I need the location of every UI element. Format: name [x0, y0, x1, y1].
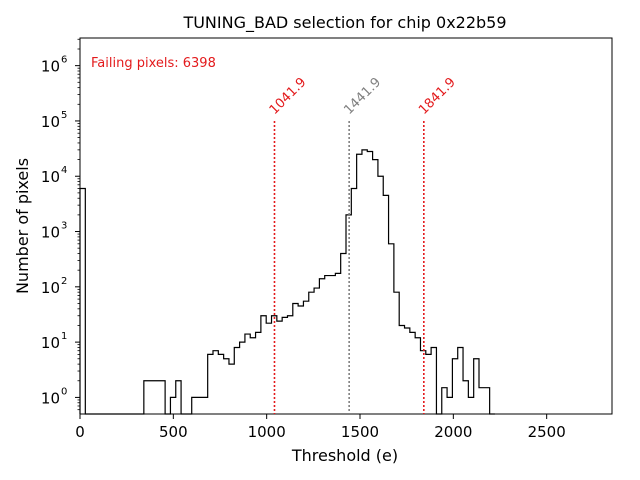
y-tick-exponent-3: 3 [61, 221, 67, 232]
histogram-outline [79, 149, 495, 415]
failing-pixels-annotation: Failing pixels: 6398 [91, 56, 216, 71]
y-tick-label-1: 10 [41, 334, 60, 352]
x-axis: 0 500 1000 1500 2000 2500 [75, 414, 566, 441]
threshold-label-1: 1441.9 [341, 75, 384, 118]
y-tick-label-5: 10 [41, 113, 60, 131]
y-tick-label-0: 10 [41, 389, 60, 407]
y-tick-exponent-6: 6 [61, 55, 67, 66]
threshold-label-2: 1841.9 [416, 75, 459, 118]
x-tick-label-3: 1500 [341, 423, 379, 441]
x-tick-label-2: 1000 [248, 423, 286, 441]
histogram-layer [79, 149, 495, 415]
y-tick-exponent-2: 2 [61, 276, 67, 287]
y-tick-exponent-1: 1 [61, 331, 67, 342]
y-axis-label: Number of pixels [13, 158, 32, 294]
x-tick-label-1: 500 [159, 423, 188, 441]
y-tick-label-3: 10 [41, 224, 60, 242]
y-tick-label-4: 10 [41, 168, 60, 186]
y-tick-label-6: 10 [41, 58, 60, 76]
x-tick-label-4: 2000 [434, 423, 472, 441]
threshold-lines: 1041.9 1441.9 1841.9 [267, 75, 459, 414]
x-tick-label-0: 0 [75, 423, 85, 441]
y-tick-exponent-4: 4 [61, 165, 67, 176]
y-tick-label-2: 10 [41, 279, 60, 297]
y-tick-exponent-0: 0 [61, 386, 67, 397]
chart-title: TUNING_BAD selection for chip 0x22b59 [182, 13, 506, 33]
x-axis-label: Threshold (e) [291, 446, 398, 465]
y-tick-exponent-5: 5 [61, 110, 67, 121]
x-tick-label-5: 2500 [528, 423, 566, 441]
threshold-label-0: 1041.9 [267, 75, 310, 118]
